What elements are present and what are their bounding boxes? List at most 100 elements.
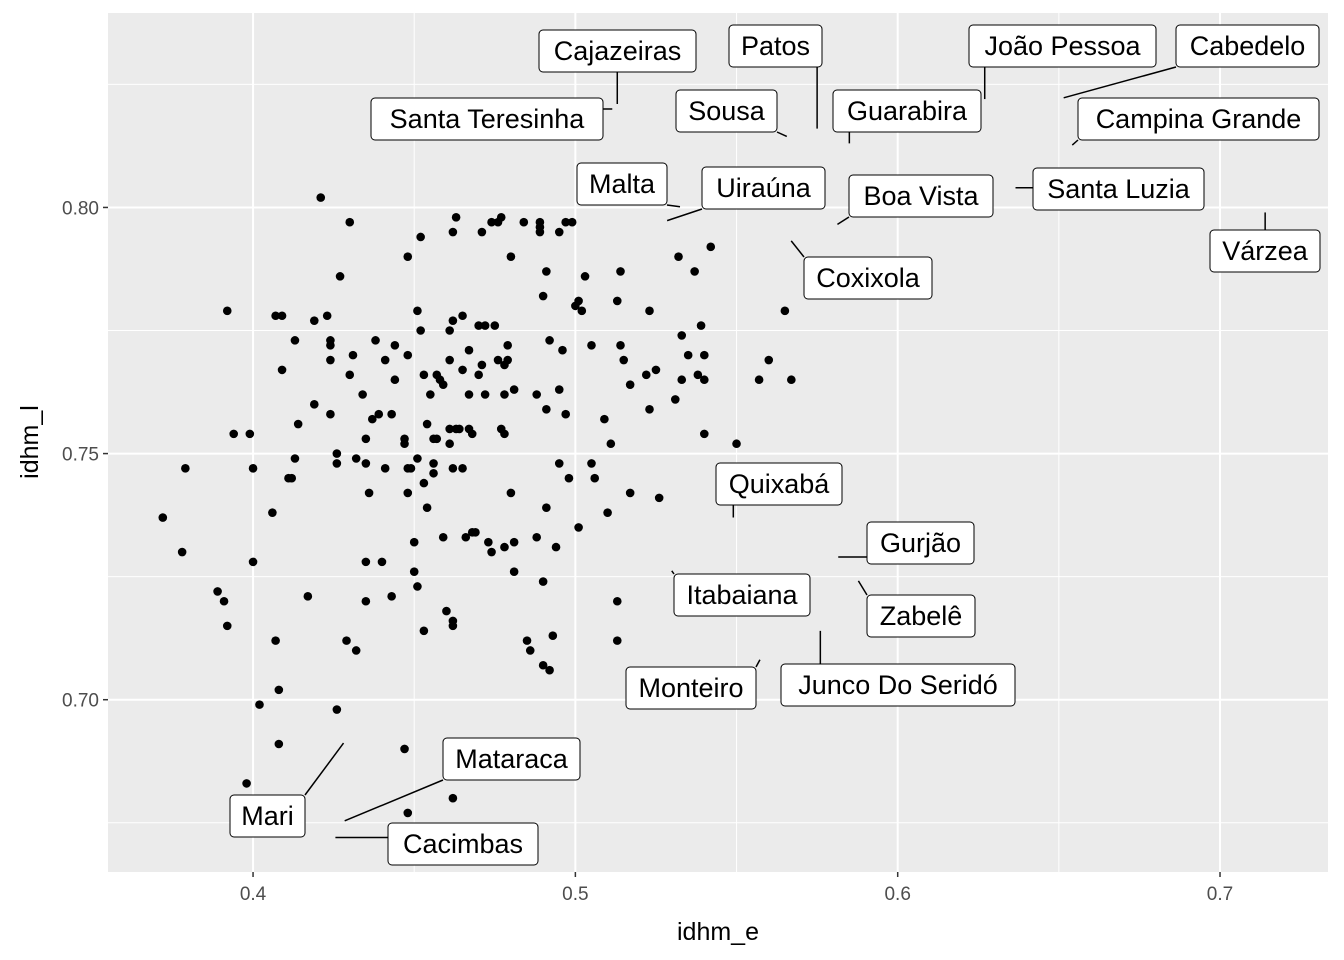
data-point (303, 592, 313, 601)
label-leader-line (1063, 66, 1177, 99)
label-text: Itabaiana (686, 580, 798, 610)
data-point (603, 508, 612, 517)
data-point (554, 459, 564, 468)
data-point (255, 700, 264, 709)
data-point (551, 542, 561, 552)
data-point (464, 345, 474, 355)
y-tick-label: 0.70 (62, 691, 99, 712)
label-box (538, 29, 697, 73)
data-point (448, 793, 458, 803)
data-point (480, 321, 490, 330)
y-axis-title: idhm_l (16, 405, 44, 479)
data-point (490, 321, 500, 330)
data-point (651, 365, 661, 375)
label-box (673, 573, 811, 617)
data-point (506, 252, 516, 261)
y-tick-label: 0.80 (62, 198, 99, 219)
data-point (351, 454, 361, 463)
data-point (371, 336, 380, 345)
point-label: Sousa (675, 89, 788, 138)
data-point (387, 592, 396, 601)
label-box (387, 822, 539, 866)
label-leader-line (304, 742, 345, 796)
label-box (848, 174, 994, 218)
data-point (519, 217, 529, 227)
data-points (158, 193, 796, 818)
data-point (438, 380, 448, 389)
data-point (700, 350, 709, 360)
data-point (400, 744, 409, 754)
data-point (400, 439, 409, 449)
label-box (968, 24, 1157, 68)
data-point (406, 464, 416, 473)
label-leader-line (344, 779, 444, 822)
data-point (213, 587, 222, 596)
label-text: Cacimbas (403, 829, 523, 859)
point-label: Várzea (1209, 212, 1321, 273)
data-point (677, 331, 687, 340)
point-label: Junco Do Seridó (780, 630, 1016, 707)
data-point (693, 370, 703, 380)
data-point (219, 596, 229, 606)
label-text: Cabedelo (1190, 31, 1306, 61)
label-box (675, 89, 778, 133)
data-point (380, 464, 390, 473)
data-point (177, 547, 187, 557)
data-point (322, 311, 332, 321)
data-point (403, 252, 413, 261)
data-point (429, 459, 438, 468)
data-point (458, 464, 467, 473)
data-point (422, 503, 432, 513)
point-label: Gurjão (838, 521, 975, 565)
data-point (409, 567, 419, 577)
data-point (422, 419, 432, 429)
data-point (332, 459, 342, 468)
data-point (348, 350, 358, 360)
data-point (754, 375, 764, 385)
data-point (612, 636, 622, 645)
data-point (309, 400, 319, 409)
label-leader-line (776, 131, 788, 138)
data-point (503, 340, 512, 350)
data-point (458, 311, 467, 321)
data-point (342, 636, 351, 645)
y-tick-label: 0.75 (62, 445, 99, 466)
data-point (374, 409, 384, 419)
data-point (764, 355, 774, 365)
data-point (451, 212, 461, 222)
data-point (477, 360, 487, 370)
point-label: Cajazeiras (538, 29, 697, 104)
x-axis-ticks: 0.4 0.5 0.6 0.7 (240, 872, 1233, 905)
data-point (390, 340, 400, 350)
point-label: Mataraca (344, 737, 581, 822)
data-point (242, 779, 251, 788)
data-point (564, 473, 574, 483)
label-box (728, 24, 823, 68)
x-tick-label: 0.5 (562, 884, 588, 905)
data-point (413, 582, 422, 591)
data-point (538, 577, 548, 586)
label-text: Cajazeiras (554, 36, 682, 66)
label-text: Guarabira (847, 96, 968, 126)
data-point (542, 404, 551, 414)
data-point (416, 232, 425, 242)
data-point (364, 488, 374, 498)
data-point (600, 414, 609, 424)
data-point (448, 227, 458, 237)
label-box (780, 663, 1016, 707)
data-point (287, 473, 297, 483)
point-label: Patos (728, 24, 823, 129)
data-point (277, 311, 287, 321)
data-point (332, 449, 342, 458)
data-point (590, 473, 600, 483)
data-point (181, 464, 190, 473)
point-label: João Pessoa (968, 24, 1157, 100)
data-point (361, 596, 371, 606)
point-label: Uiraúna (666, 166, 826, 222)
data-point (271, 636, 280, 645)
data-point (690, 267, 699, 276)
data-point (245, 429, 255, 439)
data-point (587, 459, 596, 468)
label-leader-line (857, 580, 868, 596)
